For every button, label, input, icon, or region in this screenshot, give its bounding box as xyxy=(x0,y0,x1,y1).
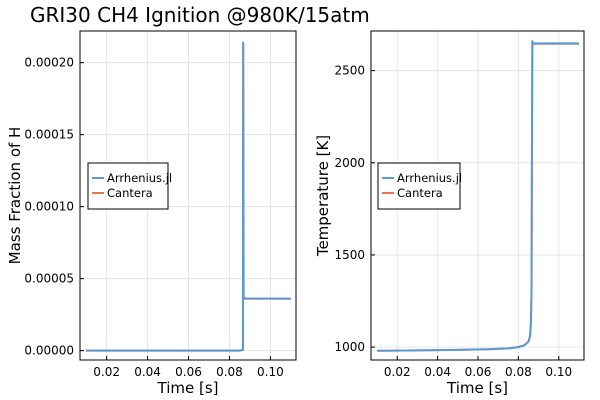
y-tick-label: 0.00015 xyxy=(24,128,74,142)
y-tick-label: 0.00020 xyxy=(24,56,74,70)
h-mass-fraction-panel: 0.02 0.04 0.06 0.08 0.10 0.00000 0.00005 0.0001… xyxy=(6,30,297,397)
x-tick-label: 0.10 xyxy=(257,365,284,379)
y-tick-label: 1000 xyxy=(334,340,365,354)
plot-frame xyxy=(79,30,297,361)
legend-entry: Arrhenius.jl xyxy=(107,171,172,185)
legend-entry: Cantera xyxy=(397,186,443,200)
y-tick-label: 0.00000 xyxy=(24,344,74,358)
x-tick-label: 0.02 xyxy=(384,365,411,379)
x-tick-label: 0.06 xyxy=(175,365,202,379)
legend-box xyxy=(377,162,461,210)
y-axis-label: Mass Fraction of H xyxy=(6,127,24,265)
legend-entry: Cantera xyxy=(107,186,153,200)
y-axis-label: Temperature [K] xyxy=(314,135,332,257)
series-line-arrhenius xyxy=(86,41,291,352)
x-axis-label: Time [s] xyxy=(157,379,219,397)
x-tick-label: 0.04 xyxy=(134,365,161,379)
x-tick-label: 0.08 xyxy=(505,365,532,379)
y-tick-label: 0.00010 xyxy=(24,200,74,214)
x-tick-label: 0.06 xyxy=(465,365,492,379)
x-tick-label: 0.08 xyxy=(216,365,243,379)
plot-frame xyxy=(370,30,585,361)
y-tick-label: 2000 xyxy=(334,156,365,170)
y-tick-label: 1500 xyxy=(334,248,365,262)
chart-title: GRI30 CH4 Ignition @980K/15atm xyxy=(30,3,370,27)
temperature-panel: 0.02 0.04 0.06 0.08 0.10 1000 1500 2000 2500 Time… xyxy=(314,30,585,397)
y-tick-label: 0.00005 xyxy=(24,272,74,286)
x-tick-label: 0.02 xyxy=(93,365,120,379)
x-tick-label: 0.10 xyxy=(545,365,572,379)
legend-entry: Arrhenius.jl xyxy=(397,171,462,185)
legend-box xyxy=(87,162,169,210)
series-line-arrhenius xyxy=(377,40,579,352)
x-axis-label: Time [s] xyxy=(446,379,508,397)
x-tick-label: 0.04 xyxy=(424,365,451,379)
y-tick-label: 2500 xyxy=(334,64,365,78)
